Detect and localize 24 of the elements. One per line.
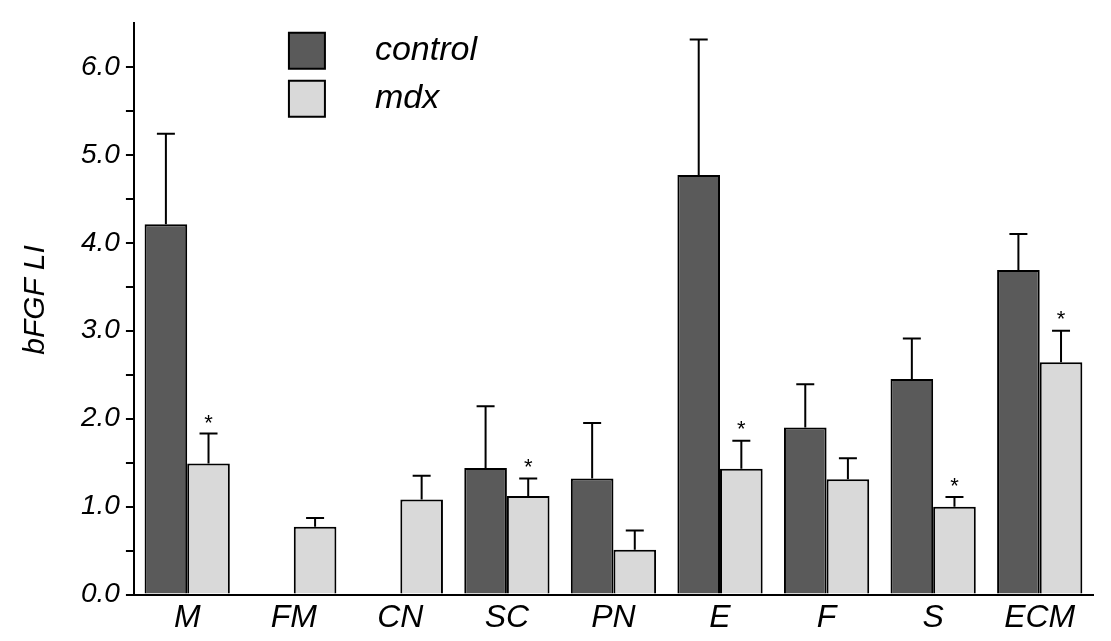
- y-tick-label: 4.0: [80, 225, 121, 257]
- annotation: *: [204, 410, 214, 436]
- annotation: *: [737, 416, 747, 442]
- x-tick-label: F: [816, 597, 839, 634]
- annotation: *: [523, 454, 533, 480]
- annotation: *: [1056, 306, 1066, 332]
- x-tick-label: E: [709, 597, 732, 634]
- y-tick-label: 5.0: [80, 137, 121, 169]
- legend-label: mdx: [374, 77, 441, 116]
- x-tick-label: CN: [377, 597, 425, 634]
- x-tick-label: FM: [270, 597, 318, 634]
- y-axis-title: bFGF LI: [17, 245, 51, 355]
- legend-label: control: [374, 29, 479, 68]
- y-tick-label: 0.0: [80, 577, 121, 609]
- x-tick-label: S: [922, 597, 944, 634]
- y-tick-label: 6.0: [80, 49, 121, 81]
- x-tick-label: ECM: [1004, 597, 1076, 634]
- x-tick-label: PN: [591, 597, 637, 634]
- x-tick-label: M: [173, 597, 201, 634]
- y-tick-label: 1.0: [80, 489, 121, 521]
- x-tick-label: SC: [484, 597, 531, 634]
- y-tick-label: 2.0: [79, 401, 121, 433]
- y-tick-label: 3.0: [80, 313, 121, 345]
- annotation: *: [950, 472, 960, 498]
